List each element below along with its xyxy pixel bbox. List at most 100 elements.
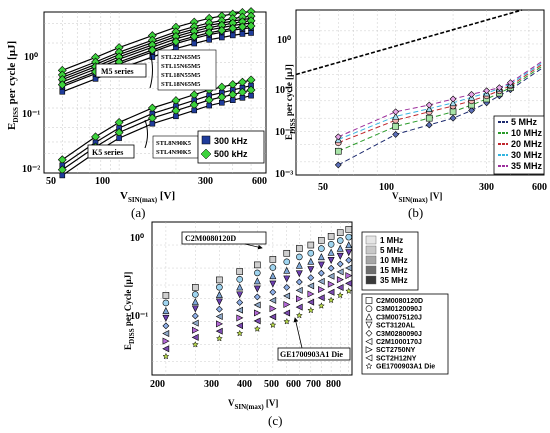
panel-c-point-4-2 [215,305,223,313]
panel-c-point-3-1 [191,305,199,313]
panel-c-point-5-5 [269,296,277,304]
panel-c-point-0-3 [236,268,244,275]
panel-c-point-5-7 [295,286,303,294]
panel-c-point-4-5 [269,288,277,296]
panel-c-freq-label-4: 35 MHz [380,276,408,285]
panel-c-point-1-1 [192,291,199,298]
panel-a-ytick-1: 10⁻¹ [22,109,40,120]
panel-c-device-legend [361,293,449,375]
panel-c-device-label-7: SCT2H12NY [376,355,417,362]
panel-a: 10⁻² 10⁻¹ 10⁰ 50 100 300 600 EDISS per c… [6,7,267,220]
panel-b-point-0-2 [425,121,433,129]
panel-c-callout-top: C2M0080120D [185,234,236,243]
panel-c-callout-bottom-box [277,347,351,361]
panel-c-point-4-12 [345,256,353,264]
panel-c-point-0-0 [162,292,170,299]
panel-b-series-line-2 [338,85,511,144]
panel-b-label: (b) [408,205,423,220]
panel-c-callout-top-arrow [244,243,263,250]
panel-c-freq-label-1: 5 MHz [380,246,403,255]
panel-c-point-1-8 [307,249,315,257]
panel-c-point-6-0 [162,337,170,345]
panel-b-xtick-3: 600 [532,182,547,193]
panel-c-point-4-11 [336,260,344,268]
panel-c-point-7-8 [307,298,315,306]
panel-a-k5-sq-1-10 [248,92,254,99]
panel-c-point-2-3 [236,283,244,291]
panel-a-k5-brace [144,119,148,149]
panel-c-point-4-10 [327,264,335,272]
panel-b-ylabel: EDISS per cycle [μJ] [284,64,297,140]
panel-a-k5-sq-1-8 [229,97,236,103]
panel-a-m5-point-3-6 [204,28,214,38]
panel-a-m5-point-3-5 [189,32,199,41]
panel-a-m5-label: M5 series [101,67,134,76]
panel-b-ytick-2: 10⁻¹ [275,85,293,96]
panel-c-point-2-12 [345,241,353,249]
panel-a-m5-sq-3-6 [206,36,212,43]
panel-c-point-8-4 [253,325,261,332]
panel-c-point-1-9 [318,245,325,252]
panel-a-m5-point-3-8 [228,23,238,33]
panel-c-device-label-3: SCT3120AL [376,323,416,330]
panel-c-device-swatch-8 [365,362,373,369]
panel-c-ytick-0: 10⁻¹ [130,311,148,322]
panel-a-k5-sq-1-6 [206,102,212,109]
panel-c-device-label-0: C2M0080120D [376,298,423,305]
panel-c-point-3-0 [162,314,170,322]
panel-c-point-7-6 [283,309,291,317]
panel-a-legend-label-1: 500 kHz [214,149,248,159]
panel-c-xlabel: VSIN(max) [V] [228,398,278,411]
panel-b-series-ext-1 [510,66,542,89]
panel-c-point-1-10 [327,240,335,248]
panel-a-k5-sq-1-4 [173,113,179,120]
panel-c-point-2-10 [327,248,335,256]
panel-b-legend-label-0: 5 MHz [511,117,538,127]
panel-a-legend-label-0: 300 kHz [214,136,248,146]
panel-c-point-6-2 [216,320,224,328]
panel-c-point-1-7 [296,253,303,261]
panel-a-m5-point-3-9 [237,22,247,32]
panel-c-point-6-7 [296,295,303,303]
panel-a-xlabel: VSIN(max) [V] [120,190,175,204]
panel-b-series-ext-2 [510,64,542,87]
panel-c-freq-label-0: 1 MHz [380,236,403,245]
panel-a-k5-label: K5 series [92,148,123,157]
panel-a-m5-point-3-0 [57,80,67,90]
panel-c-point-4-4 [253,293,261,301]
panel-b-xtick-1: 100 [379,182,394,193]
panel-c-point-8-7 [295,311,303,319]
panel-b-point-0-4 [468,107,475,114]
panel-a-k5-sq-1-0 [59,172,66,179]
panel-c-callout-bottom: GE1700903A1 Die [280,350,343,359]
panel-b-ytick-1: 10⁻² [275,127,293,138]
panel-c-point-7-0 [162,345,170,353]
panel-c-point-6-12 [345,272,353,280]
panel-c-point-5-4 [253,301,261,309]
panel-c-point-4-0 [162,322,170,330]
panel-c-point-0-7 [296,245,303,252]
panel-a-m5-sq-3-3 [149,54,156,60]
panel-c-point-6-5 [269,305,277,313]
panel-c-callout-bottom-arrow [293,317,303,349]
panel-a-m5-brace [149,51,153,89]
panel-c-point-8-1 [191,340,199,348]
panel-b-legend-label-4: 35 MHz [511,161,543,171]
panel-c-point-4-7 [295,278,303,286]
panel-c-point-3-12 [345,249,353,257]
panel-c-point-5-2 [215,313,223,321]
panel-b-series-ext-3 [510,62,542,85]
panel-c-freq-swatch-0 [365,235,377,245]
panel-c-point-5-6 [283,292,291,300]
panel-c-freq-label-2: 10 MHz [380,256,408,265]
panel-b-legend-label-2: 20 MHz [511,139,543,149]
panel-c-point-0-2 [216,276,223,284]
panel-a-m5-sq-3-10 [248,30,254,36]
panel-b-xlabel: VSIN(max) [V] [392,191,442,204]
panel-c-device-label-4: C3M0280090J [376,331,422,338]
panel-a-m5-part-3: STL18N65M5 [161,81,201,88]
panel-c-xtick-1: 300 [204,379,219,390]
panel-c-point-6-8 [307,290,315,298]
panel-c-device-swatch-6 [365,346,373,354]
panel-c-point-6-9 [318,286,326,294]
